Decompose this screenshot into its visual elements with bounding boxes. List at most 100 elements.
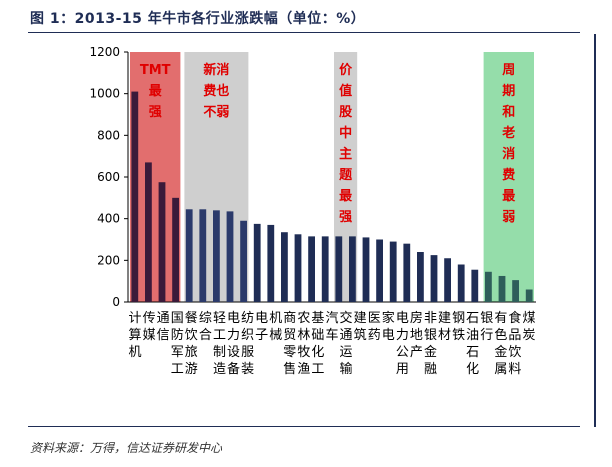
x-tick-label: 传 xyxy=(143,311,156,326)
x-tick-label: 药 xyxy=(368,328,381,343)
bar-6 xyxy=(213,210,220,302)
bar-22 xyxy=(430,255,438,302)
bar-4 xyxy=(185,209,193,302)
bottom-rule xyxy=(28,426,580,427)
x-tick-label: 属 xyxy=(494,362,507,377)
x-tick-label: 饮 xyxy=(508,345,521,360)
bar-11 xyxy=(281,232,288,302)
x-tick-label: 子 xyxy=(255,328,268,343)
y-tick-label: 600 xyxy=(97,170,120,184)
x-tick-label: 石 xyxy=(466,345,479,360)
x-tick-label: 信 xyxy=(157,328,170,343)
x-tick-label: 品 xyxy=(508,328,521,343)
y-tick-label: 0 xyxy=(112,295,120,309)
region-label-2: 股 xyxy=(339,105,352,120)
bar-18 xyxy=(376,239,383,302)
x-tick-label: 建 xyxy=(438,311,451,326)
bar-10 xyxy=(267,224,275,302)
right-edge-rule xyxy=(594,34,596,427)
x-tick-label: 力 xyxy=(396,328,409,343)
y-tick-label: 1000 xyxy=(89,87,120,101)
x-tick-label: 合 xyxy=(199,328,212,343)
bar-2 xyxy=(158,182,166,302)
bar-13 xyxy=(308,236,315,302)
bar-14 xyxy=(321,236,329,302)
x-tick-label: 军 xyxy=(171,345,184,360)
region-label-1: 新消 xyxy=(203,62,229,78)
x-tick-label: 服 xyxy=(241,345,254,360)
region-label-0: 最 xyxy=(149,84,163,99)
bar-20 xyxy=(403,243,411,302)
x-tick-label: 产 xyxy=(410,345,423,360)
x-tick-label: 售 xyxy=(283,361,296,377)
x-tick-label: 金 xyxy=(424,344,437,360)
top-rule xyxy=(28,32,580,33)
x-tick-label: 非 xyxy=(424,311,437,326)
x-tick-label: 通 xyxy=(157,311,170,326)
x-tick-label: 房 xyxy=(410,310,423,326)
region-label-2: 中 xyxy=(339,125,352,141)
y-tick-label: 400 xyxy=(97,212,120,226)
x-tick-label: 设 xyxy=(227,345,240,360)
source-note: 资料来源：万得，信达证券研发中心 xyxy=(30,441,223,455)
x-tick-label: 钢 xyxy=(452,311,465,326)
x-tick-label: 化 xyxy=(466,362,479,377)
x-tick-label: 用 xyxy=(396,362,409,377)
x-tick-label: 材 xyxy=(438,328,451,343)
x-tick-label: 装 xyxy=(241,362,254,377)
x-tick-label: 煤 xyxy=(522,311,535,326)
region-label-0: TMT xyxy=(140,63,171,78)
region-label-3: 最 xyxy=(502,189,516,204)
x-tick-label: 筑 xyxy=(354,327,367,343)
y-axis: 0 200 400 600 800 1000 1200 xyxy=(89,45,536,309)
x-tick-label: 饮 xyxy=(185,328,198,343)
bar-24 xyxy=(457,264,465,302)
x-tick-label: 工 xyxy=(171,362,184,377)
highlight-region-0 xyxy=(130,52,181,302)
region-label-3: 期 xyxy=(502,84,515,99)
x-tick-label: 贸 xyxy=(283,328,296,343)
x-tick-label: 汽 xyxy=(325,311,338,326)
x-tick-label: 防 xyxy=(171,327,184,343)
x-tick-label: 通 xyxy=(340,328,353,343)
region-label-2: 题 xyxy=(339,168,353,183)
x-tick-label: 料 xyxy=(508,362,521,377)
bar-5 xyxy=(199,209,207,302)
x-tick-label: 零 xyxy=(283,345,296,360)
x-tick-label: 计 xyxy=(129,311,142,326)
x-tick-label: 国 xyxy=(171,311,184,326)
bar-1 xyxy=(145,162,152,302)
x-tick-label: 电 xyxy=(227,311,240,326)
x-axis-labels: 计算机传媒通信国防军工餐饮旅游综合轻工制造电力设备纺织服装电子机械商贸零售农林牧… xyxy=(129,310,536,377)
x-tick-label: 电 xyxy=(255,311,268,326)
highlight-region-3 xyxy=(483,52,534,302)
x-tick-label: 础 xyxy=(311,328,324,343)
x-tick-label: 输 xyxy=(340,361,353,377)
region-label-3: 弱 xyxy=(502,209,515,225)
region-label-3: 消 xyxy=(502,146,515,162)
bar-17 xyxy=(362,237,370,302)
x-tick-label: 电 xyxy=(396,311,409,326)
x-tick-label: 家 xyxy=(382,310,395,326)
y-tick-label: 800 xyxy=(97,128,120,142)
region-label-2: 强 xyxy=(339,210,352,225)
x-tick-label: 械 xyxy=(269,328,282,343)
chart-title: 图 1：2013-15 年牛市各行业涨跌幅（单位：%） xyxy=(30,11,366,27)
bar-23 xyxy=(444,258,451,302)
bar-16 xyxy=(349,236,356,302)
x-tick-label: 地 xyxy=(410,328,423,343)
x-tick-label: 行 xyxy=(480,328,493,343)
x-tick-label: 商 xyxy=(283,311,296,326)
x-tick-label: 机 xyxy=(129,345,142,360)
bars-layer xyxy=(131,91,533,302)
x-tick-label: 银 xyxy=(480,311,493,326)
x-tick-label: 备 xyxy=(227,361,240,377)
x-tick-label: 石 xyxy=(466,311,479,326)
region-label-3: 费 xyxy=(502,167,515,183)
x-tick-label: 力 xyxy=(227,328,240,343)
region-label-2: 价 xyxy=(339,63,353,78)
bar-9 xyxy=(253,223,261,302)
x-tick-label: 轻 xyxy=(213,311,226,326)
